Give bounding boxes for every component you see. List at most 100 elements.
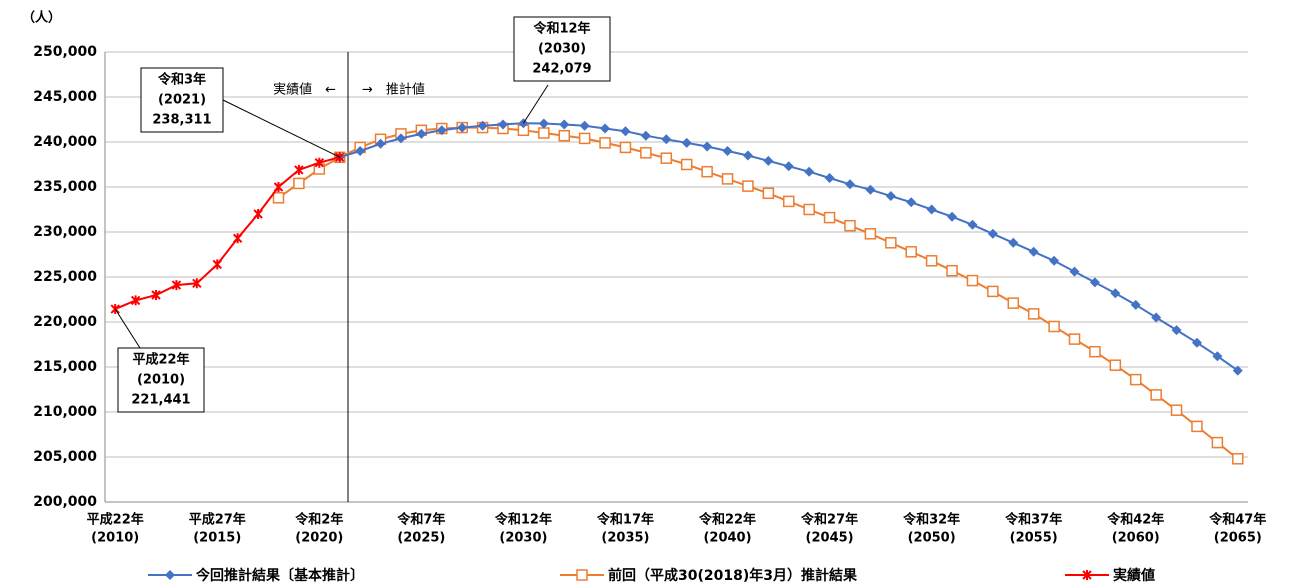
y-tick-label: 245,000 [33, 89, 97, 105]
x-tick-label: 令和32年 [903, 512, 960, 528]
point [1069, 266, 1080, 277]
point [130, 295, 141, 306]
series-line [114, 156, 340, 310]
point [742, 180, 754, 192]
point [1232, 365, 1243, 376]
point [1049, 255, 1060, 266]
point [844, 219, 856, 232]
point [885, 191, 896, 201]
point [1027, 308, 1040, 320]
point [640, 147, 652, 159]
x-tick-label: (2010) [91, 531, 139, 546]
point [865, 184, 876, 195]
callout-line [522, 84, 549, 124]
point [1191, 337, 1202, 348]
point [578, 132, 591, 145]
point [742, 150, 753, 161]
point [906, 197, 917, 208]
annotation-text: (2021) [158, 93, 206, 108]
point [436, 125, 447, 136]
x-tick-label: 平成27年 [189, 512, 246, 528]
point [1170, 404, 1183, 416]
point [1028, 246, 1039, 257]
point [600, 123, 611, 134]
y-tick-label: 225,000 [33, 269, 97, 285]
x-tick-label: (2020) [295, 531, 343, 546]
point [885, 237, 897, 249]
annotation-text: 令和3年 [158, 72, 206, 88]
point [1151, 312, 1162, 323]
point [762, 187, 775, 200]
point [1089, 277, 1100, 288]
point [232, 233, 243, 244]
point [640, 130, 651, 141]
point [722, 146, 733, 156]
legend-marker [165, 570, 175, 580]
point [620, 126, 631, 137]
y-unit: （人） [22, 10, 61, 26]
point [559, 119, 570, 130]
legend-label: 前回（平成30(2018)年3月）推計結果 [608, 567, 858, 584]
point [314, 157, 325, 168]
point [416, 128, 427, 139]
point [1150, 389, 1162, 401]
x-tick-label: 令和47年 [1209, 512, 1266, 528]
point [783, 161, 794, 172]
annotation-text: 令和12年 [533, 21, 590, 37]
point [987, 228, 998, 239]
x-tick-label: (2035) [601, 531, 649, 546]
point [212, 259, 222, 270]
point [253, 209, 263, 219]
y-tick-label: 220,000 [33, 314, 97, 330]
point [661, 134, 672, 145]
point [1068, 333, 1081, 345]
y-tick-label: 205,000 [33, 449, 97, 465]
y-tick-label: 210,000 [33, 404, 97, 420]
annotation-text: (2030) [538, 42, 586, 57]
point [804, 166, 815, 177]
point [966, 274, 979, 287]
legend-marker [1082, 570, 1092, 580]
point [864, 228, 877, 240]
point [171, 280, 182, 291]
point [1089, 345, 1101, 358]
point [926, 204, 937, 215]
point [498, 119, 509, 130]
point [702, 141, 713, 152]
point [151, 290, 161, 300]
x-tick-label: 令和2年 [295, 512, 343, 528]
y-tick-label: 230,000 [33, 224, 97, 240]
point [660, 152, 673, 164]
point [599, 137, 611, 149]
y-tick-label: 215,000 [33, 359, 97, 375]
point [680, 158, 693, 171]
x-tick-label: 令和42年 [1107, 512, 1164, 528]
y-tick-label: 250,000 [33, 44, 97, 60]
x-tick-label: (2030) [499, 531, 547, 546]
legend-item: 実績値 [1065, 567, 1155, 584]
annotation-box [117, 347, 205, 413]
annotation-text: 平成22年 [132, 352, 189, 368]
point [721, 173, 734, 185]
point [946, 264, 958, 277]
point [947, 211, 958, 222]
point [1212, 351, 1223, 362]
point [457, 122, 468, 133]
x-tick-label: (2065) [1214, 531, 1262, 546]
point [701, 165, 713, 178]
point [395, 133, 406, 144]
x-tick-label: 令和37年 [1005, 512, 1062, 528]
point [1007, 297, 1020, 309]
legend-item: 今回推計結果〔基本推計〕 [148, 567, 364, 584]
legend-item: 前回（平成30(2018)年3月）推計結果 [560, 567, 858, 584]
point [905, 246, 917, 258]
point [967, 219, 978, 230]
legend-marker [576, 569, 588, 581]
x-tick-label: 令和27年 [801, 512, 858, 528]
x-tick-label: (2015) [193, 531, 241, 546]
point [538, 127, 550, 139]
point [803, 203, 815, 216]
point [1211, 436, 1224, 449]
legend-label: 今回推計結果〔基本推計〕 [195, 567, 364, 584]
